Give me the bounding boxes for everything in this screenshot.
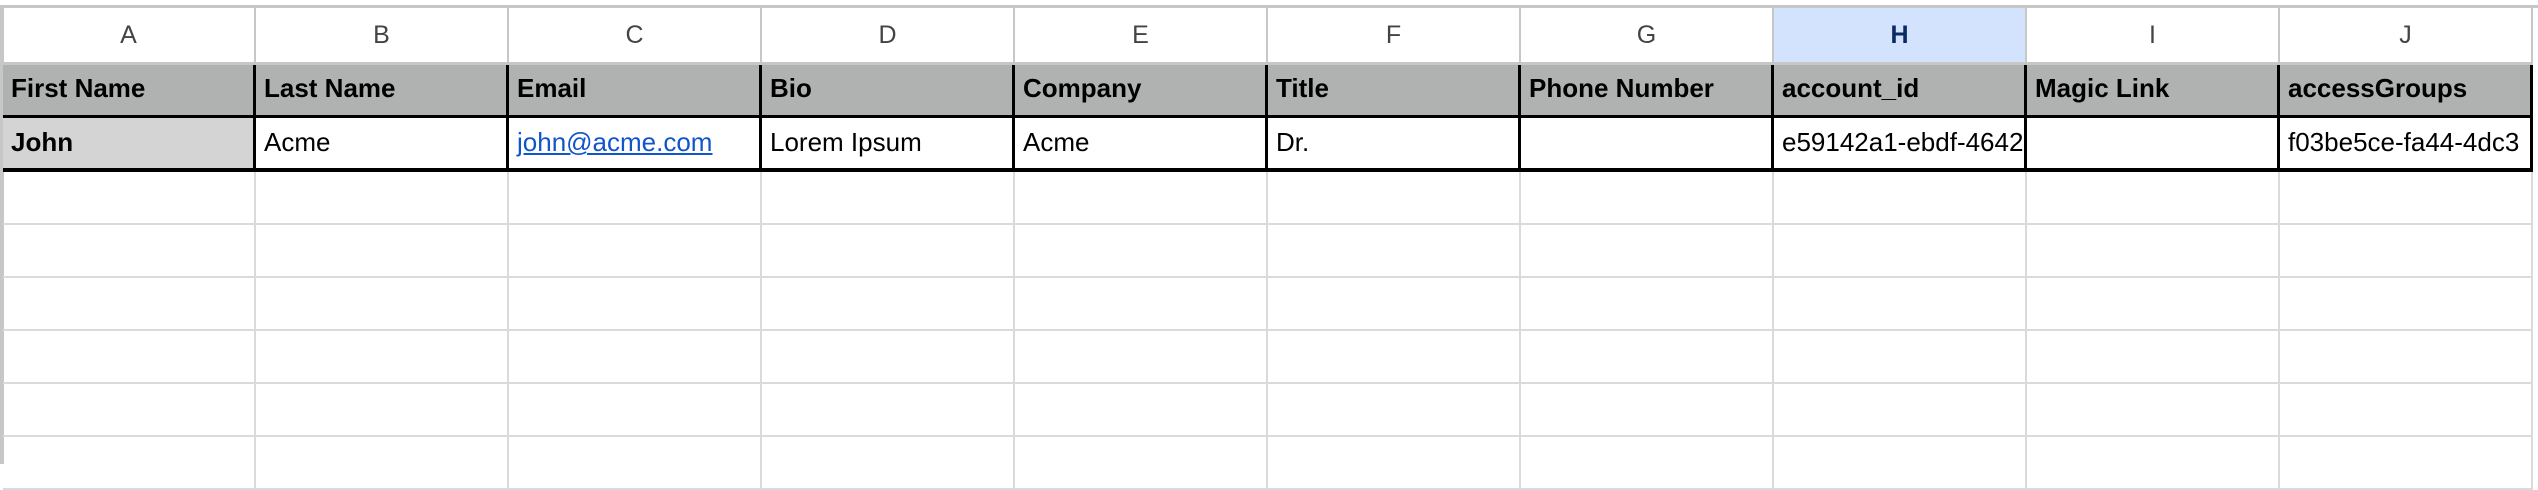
cell-access-groups-header[interactable]: accessGroups (2280, 65, 2533, 118)
column-header-h-selected[interactable]: H (1774, 8, 2027, 65)
column-header-i[interactable]: I (2027, 8, 2280, 65)
empty-cell[interactable] (256, 172, 509, 225)
empty-rows (3, 172, 2533, 490)
empty-cell[interactable] (2027, 172, 2280, 225)
empty-cell[interactable] (2280, 278, 2533, 331)
empty-cell[interactable] (3, 172, 256, 225)
empty-cell[interactable] (1268, 172, 1521, 225)
empty-row (3, 278, 2533, 331)
cell-last-name-header[interactable]: Last Name (256, 65, 509, 118)
cell-bio-header[interactable]: Bio (762, 65, 1015, 118)
cell-account-id[interactable]: e59142a1-ebdf-4642 (1774, 118, 2027, 172)
column-header-e[interactable]: E (1015, 8, 1268, 65)
email-link[interactable]: john@acme.com (517, 127, 713, 157)
empty-cell[interactable] (1268, 225, 1521, 278)
cell-email-header[interactable]: Email (509, 65, 762, 118)
empty-cell[interactable] (509, 331, 762, 384)
empty-cell[interactable] (2027, 278, 2280, 331)
empty-cell[interactable] (1774, 278, 2027, 331)
cell-company-header[interactable]: Company (1015, 65, 1268, 118)
empty-cell[interactable] (2280, 331, 2533, 384)
cell-magic-link-header[interactable]: Magic Link (2027, 65, 2280, 118)
empty-cell[interactable] (2027, 225, 2280, 278)
column-header-row: A B C D E F G H I J (3, 8, 2533, 65)
spreadsheet-grid[interactable]: A B C D E F G H I J First Name Last Name… (3, 8, 2533, 490)
sheet-left-edge (0, 8, 4, 464)
empty-cell[interactable] (256, 331, 509, 384)
empty-cell[interactable] (1015, 331, 1268, 384)
empty-row (3, 384, 2533, 437)
cell-account-id-header[interactable]: account_id (1774, 65, 2027, 118)
empty-row (3, 172, 2533, 225)
empty-cell[interactable] (1774, 172, 2027, 225)
empty-cell[interactable] (1268, 278, 1521, 331)
empty-cell[interactable] (762, 278, 1015, 331)
empty-cell[interactable] (1521, 172, 1774, 225)
cell-access-groups[interactable]: f03be5ce-fa44-4dc3 (2280, 118, 2533, 172)
empty-cell[interactable] (3, 278, 256, 331)
empty-cell[interactable] (509, 278, 762, 331)
table-header-row: First Name Last Name Email Bio Company T… (3, 65, 2533, 118)
cell-company[interactable]: Acme (1015, 118, 1268, 172)
empty-cell[interactable] (256, 225, 509, 278)
column-header-c[interactable]: C (509, 8, 762, 65)
cell-bio[interactable]: Lorem Ipsum (762, 118, 1015, 172)
empty-cell[interactable] (1521, 384, 1774, 437)
empty-cell[interactable] (509, 384, 762, 437)
empty-cell[interactable] (1015, 225, 1268, 278)
empty-cell[interactable] (2280, 225, 2533, 278)
cell-title[interactable]: Dr. (1268, 118, 1521, 172)
sheet-top-edge (0, 5, 2538, 8)
column-header-d[interactable]: D (762, 8, 1015, 65)
table-row: John Acme john@acme.com Lorem Ipsum Acme… (3, 118, 2533, 172)
empty-cell[interactable] (3, 225, 256, 278)
empty-cell[interactable] (1015, 278, 1268, 331)
empty-row (3, 225, 2533, 278)
empty-cell[interactable] (1015, 172, 1268, 225)
empty-cell[interactable] (1521, 278, 1774, 331)
empty-cell[interactable] (2280, 172, 2533, 225)
cell-title-header[interactable]: Title (1268, 65, 1521, 118)
empty-cell[interactable] (2027, 331, 2280, 384)
empty-cell[interactable] (762, 172, 1015, 225)
empty-cell[interactable] (1774, 225, 2027, 278)
empty-cell[interactable] (1774, 331, 2027, 384)
column-header-f[interactable]: F (1268, 8, 1521, 65)
column-header-j[interactable]: J (2280, 8, 2533, 65)
empty-cell[interactable] (1015, 384, 1268, 437)
empty-cell[interactable] (762, 384, 1015, 437)
column-header-g[interactable]: G (1521, 8, 1774, 65)
empty-cell[interactable] (2280, 384, 2533, 437)
empty-cell[interactable] (1521, 331, 1774, 384)
empty-cell[interactable] (1774, 384, 2027, 437)
cell-phone-header[interactable]: Phone Number (1521, 65, 1774, 118)
cell-last-name[interactable]: Acme (256, 118, 509, 172)
empty-cell[interactable] (3, 384, 256, 437)
column-header-a[interactable]: A (3, 8, 256, 65)
empty-cell[interactable] (762, 331, 1015, 384)
cell-first-name-header[interactable]: First Name (3, 65, 256, 118)
empty-cell[interactable] (256, 384, 509, 437)
empty-cell[interactable] (509, 172, 762, 225)
empty-cell[interactable] (762, 225, 1015, 278)
empty-cell[interactable] (2027, 384, 2280, 437)
cell-magic-link[interactable] (2027, 118, 2280, 172)
empty-row (3, 331, 2533, 384)
empty-cell[interactable] (1268, 331, 1521, 384)
cell-first-name[interactable]: John (3, 118, 256, 172)
empty-cell[interactable] (256, 278, 509, 331)
cell-email[interactable]: john@acme.com (509, 118, 762, 172)
empty-cell[interactable] (1268, 384, 1521, 437)
empty-cell[interactable] (509, 225, 762, 278)
cell-phone[interactable] (1521, 118, 1774, 172)
empty-cell[interactable] (3, 331, 256, 384)
empty-cell[interactable] (1521, 225, 1774, 278)
column-header-b[interactable]: B (256, 8, 509, 65)
